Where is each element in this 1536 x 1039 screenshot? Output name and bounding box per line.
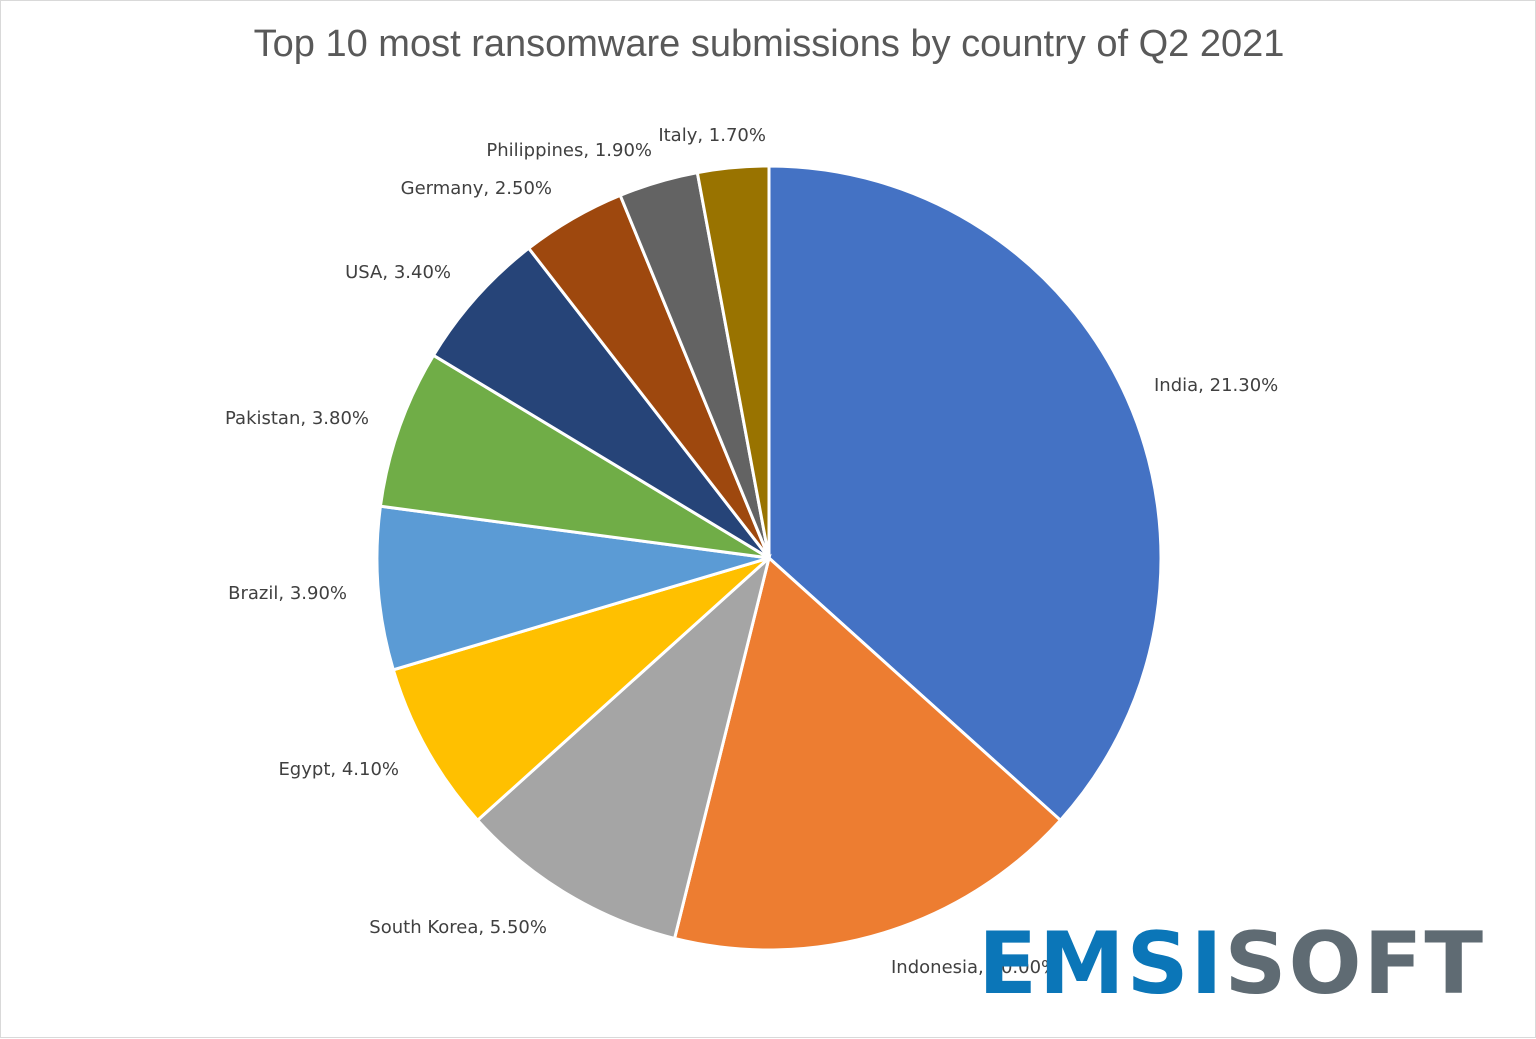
- slice-label-india: India, 21.30%: [1154, 375, 1278, 396]
- slice-label-brazil: Brazil, 3.90%: [228, 583, 347, 604]
- slice-label-pakistan: Pakistan, 3.80%: [225, 408, 369, 429]
- pie-slice-south-korea: [475, 553, 772, 941]
- pie-slice-egypt: [391, 556, 771, 823]
- slice-label-germany: Germany, 2.50%: [401, 178, 552, 199]
- slice-label-egypt: Egypt, 4.10%: [278, 759, 399, 780]
- pie-slice-india: [767, 164, 1163, 823]
- logo-part-emsi: EMSI: [978, 914, 1225, 1014]
- slice-label-italy: Italy, 1.70%: [658, 125, 766, 146]
- slice-label-philippines: Philippines, 1.90%: [486, 140, 652, 161]
- pie-slice-pakistan: [378, 353, 770, 560]
- slice-label-south-korea: South Korea, 5.50%: [369, 917, 547, 938]
- pie-slice-indonesia: [672, 555, 1063, 952]
- chart-title: Top 10 most ransomware submissions by co…: [253, 23, 1285, 65]
- slice-label-usa: USA, 3.40%: [345, 262, 451, 283]
- slice-labels: India, 21.30% Indonesia, 10.00% South Kore…: [225, 125, 1278, 978]
- pie-slice-italy: [695, 164, 771, 559]
- pie-slice-brazil: [375, 504, 770, 672]
- pie-slices: [375, 164, 1163, 952]
- pie-slice-usa: [431, 246, 771, 560]
- logo-part-soft: SOFT: [1224, 914, 1485, 1014]
- slice-label-indonesia: Indonesia, 10.00%: [891, 957, 1058, 978]
- emsisoft-logo: EMSISOFT: [978, 921, 1485, 1007]
